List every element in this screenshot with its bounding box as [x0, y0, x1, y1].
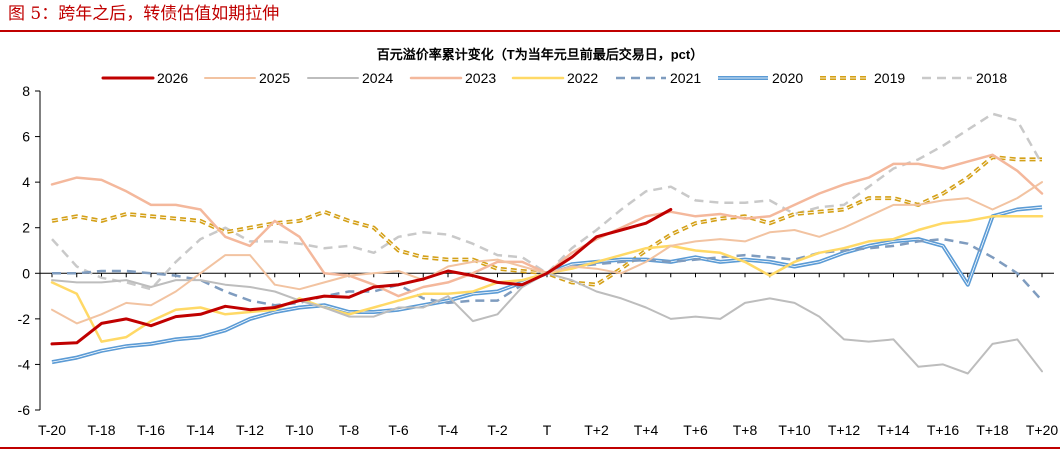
- x-tick-label: T+18: [976, 422, 1009, 438]
- line-chart: 百元溢价率累计变化（T为当年元旦前最后交易日，pct） 2026 2025 2024…: [18, 47, 1059, 438]
- legend-label-2021: 2021: [670, 70, 701, 86]
- x-tick-label: T+8: [733, 422, 758, 438]
- bottom-divider: [0, 447, 1060, 449]
- legend-label-2020: 2020: [772, 70, 803, 86]
- legend-item-2026: 2026: [101, 70, 188, 86]
- chart-title: 百元溢价率累计变化（T为当年元旦前最后交易日，pct）: [377, 47, 703, 62]
- series-2019: [51, 155, 1042, 287]
- x-tick-label: T+14: [877, 422, 910, 438]
- x-tick-label: T-6: [388, 422, 408, 438]
- legend-label-2026: 2026: [157, 70, 188, 86]
- x-axis: T-20 T-18 T-16 T-14 T-12 T-10 T-8 T-6 T-4 T-2 T T+2…: [38, 272, 1059, 438]
- x-tick-label: T+12: [828, 422, 861, 438]
- series-line-2026: [50, 208, 673, 346]
- y-tick-label: -6: [18, 402, 31, 418]
- legend-item-2021: 2021: [616, 70, 701, 86]
- x-tick-label: T+4: [634, 422, 659, 438]
- series-2022: [50, 215, 1044, 343]
- y-axis: -6 -4 -2 0 2 4 6 8: [18, 83, 41, 418]
- legend-item-2022: 2022: [511, 70, 598, 86]
- x-tick-label: T+6: [683, 422, 708, 438]
- figure-title: 图 5：跨年之后，转债估值如期拉伸: [8, 4, 280, 24]
- legend-item-2019: 2019: [820, 70, 905, 86]
- x-tick-label: T-2: [487, 422, 507, 438]
- series-2026: [50, 208, 673, 346]
- legend-label-2025: 2025: [259, 70, 290, 86]
- legend-label-2023: 2023: [465, 70, 496, 86]
- series-line-2024: [51, 272, 1043, 375]
- x-tick-label: T-8: [339, 422, 359, 438]
- x-tick-label: T-20: [38, 422, 66, 438]
- legend-label-2018: 2018: [976, 70, 1007, 86]
- y-tick-label: -2: [18, 311, 31, 327]
- x-tick-label: T+20: [1026, 422, 1059, 438]
- legend-item-2020: 2020: [718, 70, 803, 86]
- series-line-2025: [51, 181, 1043, 325]
- series-line-2019-inner: [51, 156, 1042, 286]
- series-2024: [51, 272, 1043, 375]
- y-tick-label: 0: [22, 265, 30, 281]
- x-tick-label: T-10: [285, 422, 313, 438]
- series-line-2022: [50, 215, 1044, 343]
- legend-item-2024: 2024: [307, 70, 393, 86]
- x-tick-label: T+10: [778, 422, 811, 438]
- x-tick-label: T-14: [186, 422, 214, 438]
- legend-label-2019: 2019: [874, 70, 905, 86]
- x-tick-label: T+2: [584, 422, 609, 438]
- y-tick-label: 8: [22, 83, 30, 99]
- series-2018: [51, 112, 1044, 291]
- top-divider: [0, 30, 1060, 32]
- series-2025: [51, 181, 1043, 325]
- x-tick-label: T-12: [236, 422, 264, 438]
- legend-label-2022: 2022: [567, 70, 598, 86]
- series-line-2018: [51, 112, 1044, 291]
- legend-label-2024: 2024: [362, 70, 393, 86]
- x-tick-label: T+16: [927, 422, 960, 438]
- x-tick-label: T-16: [137, 422, 165, 438]
- x-tick-label: T-18: [87, 422, 115, 438]
- x-tick-label: T: [543, 422, 552, 438]
- legend-item-2018: 2018: [922, 70, 1007, 86]
- y-tick-label: -4: [18, 356, 31, 372]
- y-tick-label: 6: [22, 129, 30, 145]
- y-tick-label: 4: [22, 174, 30, 190]
- chart-legend: 2026 2025 2024 2023 2022 2021 2020 2019 2018: [101, 70, 1007, 86]
- legend-item-2025: 2025: [204, 70, 290, 86]
- series-layer: [50, 112, 1044, 375]
- legend-item-2023: 2023: [409, 70, 496, 86]
- x-tick-label: T-4: [438, 422, 458, 438]
- y-tick-label: 2: [22, 220, 30, 236]
